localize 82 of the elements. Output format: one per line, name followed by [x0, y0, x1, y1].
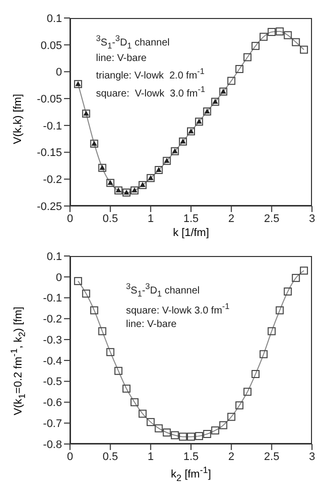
x-tick-label: 2.5: [264, 212, 280, 225]
point: [203, 430, 212, 438]
point: [276, 27, 284, 36]
point: [74, 277, 82, 286]
y-tick-label: -0.5: [43, 376, 62, 388]
x-tick-label: 1.5: [183, 212, 199, 225]
point: [146, 418, 155, 426]
x-tick-label: 1: [148, 212, 154, 225]
point: [211, 426, 220, 434]
point: [243, 53, 252, 62]
x-axis-title: k [1/fm]: [172, 227, 210, 239]
y-tick-label: -0.05: [36, 93, 62, 106]
point: [227, 412, 236, 421]
y-tick-label: -0.6: [43, 397, 62, 410]
point: [252, 370, 260, 378]
point: [268, 28, 276, 36]
point: [284, 288, 292, 296]
x-tick-label: 1.5: [183, 450, 199, 463]
x-tick-label: 1: [148, 450, 154, 463]
y-tick-label: -0.2: [43, 314, 62, 326]
point: [284, 31, 292, 40]
point: [90, 306, 98, 314]
y-tick-label: -0.3: [43, 334, 62, 346]
y-tick-label: 0.1: [46, 12, 62, 25]
point: [300, 266, 308, 275]
point: [187, 432, 195, 441]
point: [260, 32, 268, 41]
point: [235, 401, 244, 410]
annotation: triangle: V-lowk 2.0 fm$^{-1}$: [96, 65, 206, 83]
point: [300, 46, 308, 54]
point: [252, 42, 260, 50]
y-tick-label: -0.7: [43, 418, 62, 430]
point: [260, 350, 268, 358]
x-tick-label: 0.5: [102, 212, 118, 225]
x-tick-label: 3: [308, 212, 316, 225]
point: [268, 327, 276, 336]
y-tick-label: -0.1: [43, 292, 62, 305]
point: [106, 348, 114, 356]
annotation: $^{3}$S$_{1}$-$^{3}$D$_{1}$ channel: [96, 32, 171, 52]
point: [227, 76, 236, 85]
x-axis-title: k$_{2}$ [fm$^{-1}$]: [170, 465, 212, 483]
point: [292, 38, 300, 46]
y-tick-label: 0.05: [40, 40, 62, 52]
annotation: square: V-lowk 3.0 fm$^{-1}$: [126, 300, 230, 318]
point: [114, 366, 122, 375]
point: [292, 274, 300, 282]
point: [235, 65, 244, 74]
y-tick-label: -0.15: [36, 147, 62, 160]
point: [154, 424, 163, 432]
y-tick-label: 0: [56, 66, 62, 79]
x-tick-label: 2: [228, 212, 234, 225]
y-tick-label: -0.2: [43, 174, 62, 186]
point: [154, 166, 163, 174]
x-tick-label: 0.5: [102, 450, 118, 463]
x-tick-label: 0: [66, 450, 74, 463]
point: [170, 431, 179, 440]
x-tick-label: 2.5: [264, 450, 280, 463]
point: [195, 432, 204, 440]
point: [162, 428, 171, 437]
y-tick-label: -0.25: [36, 200, 62, 213]
point: [122, 384, 130, 393]
y-tick-label: -0.8: [43, 438, 62, 451]
y-tick-label: -0.1: [43, 120, 62, 132]
x-tick-label: 2: [228, 450, 234, 463]
annotation: line: V-bare: [126, 318, 178, 331]
x-tick-label: 0: [66, 212, 74, 225]
point: [138, 410, 147, 418]
y-axis-title: V(k,k) [fm]: [11, 92, 25, 146]
point: [178, 432, 187, 441]
annotation: $^{3}$S$_{1}$-$^{3}$D$_{1}$ channel: [126, 280, 201, 300]
point: [276, 306, 284, 314]
x-tick-label: 3: [308, 450, 316, 463]
y-tick-label: -0.4: [43, 355, 62, 368]
point: [98, 327, 106, 336]
point: [82, 290, 90, 298]
point: [130, 398, 139, 406]
y-tick-label: 0.1: [46, 250, 62, 263]
y-tick-label: 0: [56, 272, 62, 284]
point: [243, 388, 252, 396]
annotation: square: V-lowk 3.0 fm$^{-1}$: [96, 82, 206, 100]
annotation: line: V-bare: [96, 52, 148, 66]
point: [219, 421, 228, 430]
